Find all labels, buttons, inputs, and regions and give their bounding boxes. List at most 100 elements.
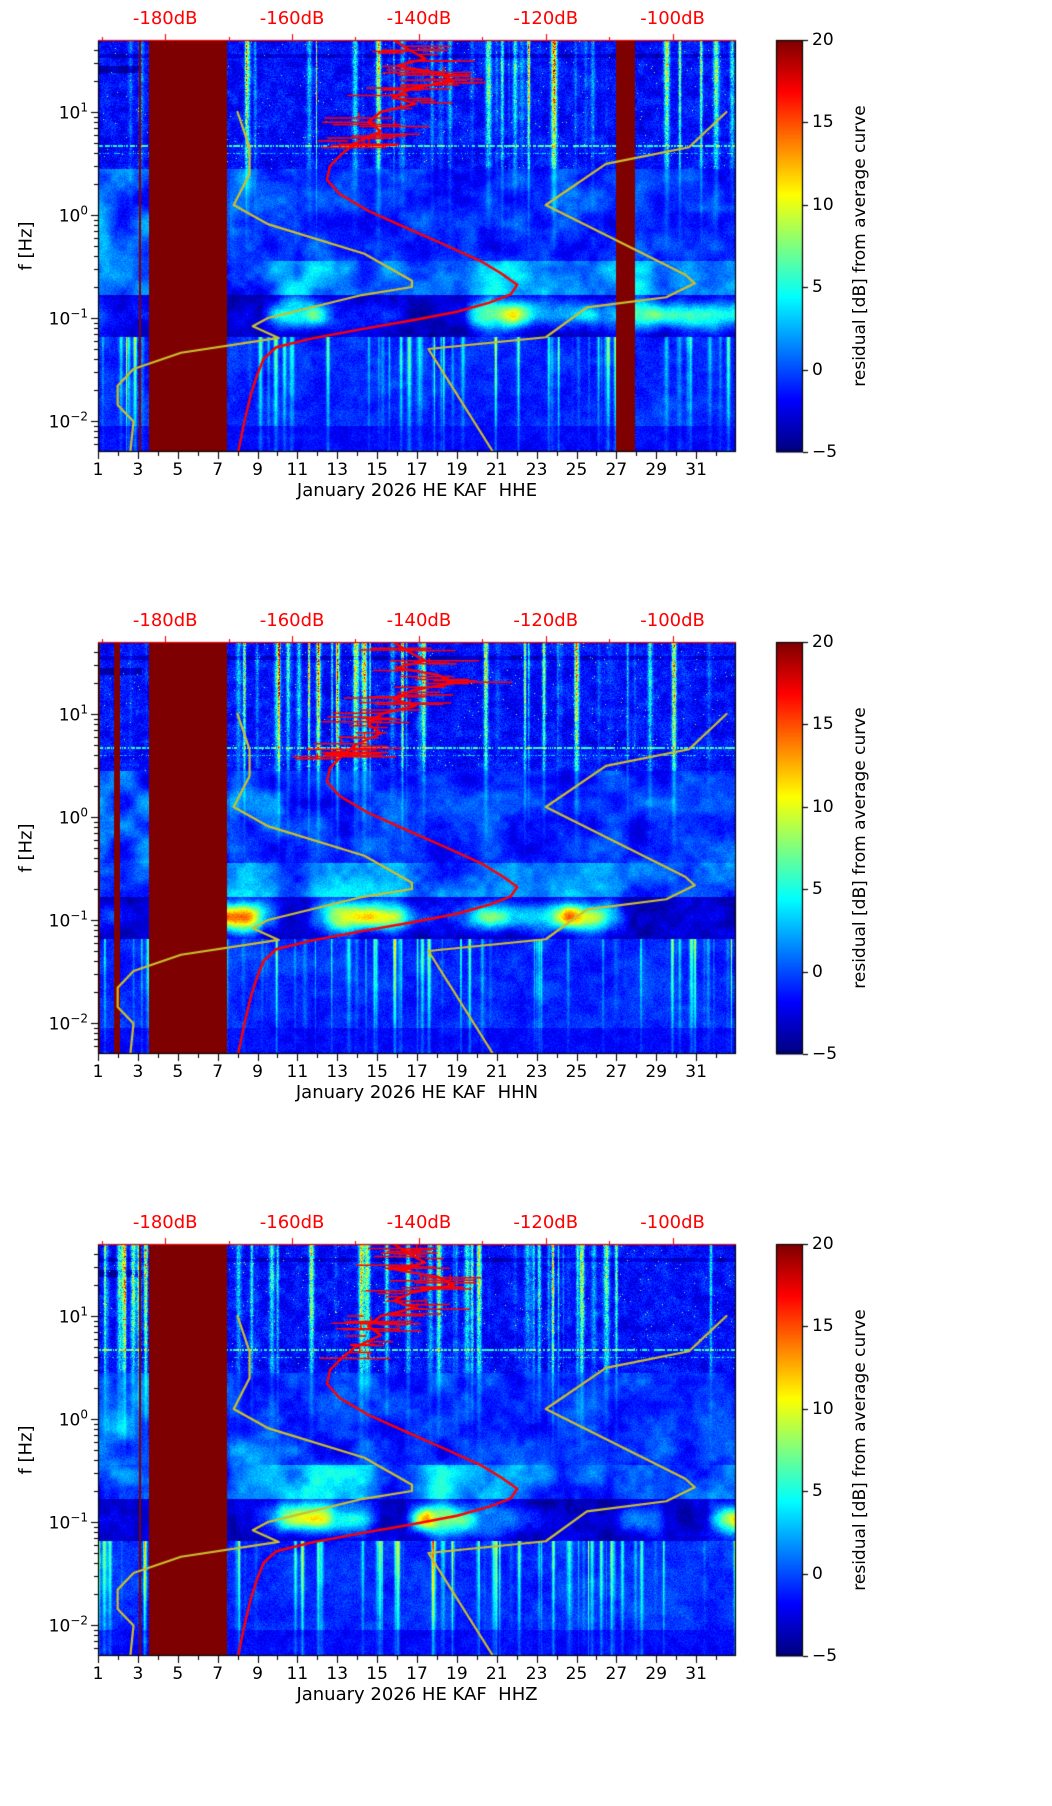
x-axis-tick-label: 1 <box>92 460 104 480</box>
spectrogram-canvas-hhn <box>0 602 1052 1204</box>
top-axis-tick-label: -100dB <box>640 610 705 631</box>
y-axis-tick-label: 100 <box>58 203 88 227</box>
y-axis-tick-label: 10−2 <box>48 409 88 433</box>
panel-hhz: f [Hz] January 2026 HE KAF HHZ residual … <box>0 1204 1052 1806</box>
x-axis-tick-label: 13 <box>326 1664 349 1684</box>
x-axis-tick-label: 11 <box>286 1062 309 1082</box>
colorbar-label: residual [dB] from average curve <box>850 707 870 989</box>
x-axis-tick-label: 19 <box>446 1664 468 1684</box>
x-axis-tick-label: 31 <box>685 1664 707 1684</box>
colorbar-tick-label: 0 <box>812 359 823 380</box>
x-axis-tick-label: 31 <box>685 1062 707 1082</box>
x-axis-tick-label: 21 <box>485 1664 508 1684</box>
top-axis-tick-label: -160dB <box>259 610 325 631</box>
y-axis-tick-label: 10−2 <box>48 1011 88 1035</box>
x-axis-tick-label: 19 <box>446 1062 468 1082</box>
top-axis-tick-label: -180dB <box>132 610 198 631</box>
x-axis-tick-label: 13 <box>326 1062 349 1082</box>
top-axis-tick-label: -120dB <box>513 610 579 631</box>
panel-hhn: f [Hz] January 2026 HE KAF HHN residual … <box>0 602 1052 1204</box>
y-axis-tick-label: 10−1 <box>48 908 88 932</box>
x-axis-tick-label: 31 <box>685 460 707 480</box>
x-axis-tick-label: 23 <box>525 1062 548 1082</box>
y-axis-tick-label: 100 <box>58 805 88 829</box>
y-axis-label: f [Hz] <box>15 221 37 271</box>
y-axis-tick-label: 101 <box>58 1304 88 1328</box>
y-axis-tick-label: 100 <box>58 1407 88 1431</box>
y-axis-tick-label: 10−1 <box>48 1510 88 1534</box>
colorbar-tick-label: 15 <box>812 1316 834 1337</box>
spectrogram-canvas-hhe <box>0 0 1052 602</box>
top-axis-tick-label: -160dB <box>259 8 325 29</box>
colorbar-tick-label: 10 <box>812 796 834 817</box>
top-axis-tick-label: -100dB <box>640 8 705 29</box>
x-axis-tick-label: 15 <box>366 1664 388 1684</box>
x-axis-tick-label: 5 <box>172 1664 184 1684</box>
colorbar-tick-label: 10 <box>812 194 834 215</box>
y-axis-label: f [Hz] <box>15 1425 37 1475</box>
x-axis-tick-label: 17 <box>406 1062 428 1082</box>
x-axis-tick-label: 17 <box>406 1664 428 1684</box>
x-axis-title: January 2026 HE KAF HHN <box>295 1082 539 1103</box>
x-axis-tick-label: 21 <box>485 460 508 480</box>
top-axis-tick-label: -180dB <box>132 8 198 29</box>
x-axis-tick-label: 25 <box>565 460 588 480</box>
x-axis-tick-label: 25 <box>565 1062 588 1082</box>
y-axis-tick-label: 10−1 <box>48 306 88 330</box>
x-axis-tick-label: 9 <box>252 1062 263 1082</box>
top-axis-tick-label: -160dB <box>259 1212 325 1233</box>
x-axis-tick-label: 19 <box>446 460 468 480</box>
panel-hhe: f [Hz] January 2026 HE KAF HHE residual … <box>0 0 1052 602</box>
x-axis-tick-label: 7 <box>212 1664 224 1684</box>
x-axis-tick-label: 17 <box>406 460 428 480</box>
y-axis-tick-label: 10−2 <box>48 1613 88 1637</box>
y-axis-label: f [Hz] <box>15 823 37 873</box>
colorbar-tick-label: 5 <box>812 1481 823 1502</box>
colorbar-label: residual [dB] from average curve <box>850 1309 870 1591</box>
x-axis-tick-label: 15 <box>366 460 388 480</box>
x-axis-tick-label: 1 <box>92 1664 104 1684</box>
x-axis-tick-label: 3 <box>132 1664 144 1684</box>
x-axis-tick-label: 11 <box>286 1664 309 1684</box>
colorbar-tick-label: −5 <box>812 1044 838 1064</box>
top-axis-tick-label: -140dB <box>386 8 452 29</box>
x-axis-tick-label: 21 <box>485 1062 508 1082</box>
colorbar-tick-label: 20 <box>812 30 834 50</box>
x-axis-tick-label: 3 <box>132 1062 144 1082</box>
x-axis-tick-label: 5 <box>172 460 184 480</box>
y-axis-tick-label: 101 <box>58 100 88 124</box>
x-axis-tick-label: 29 <box>645 460 668 480</box>
x-axis-tick-label: 27 <box>605 1062 628 1082</box>
top-axis-tick-label: -140dB <box>386 610 452 631</box>
colorbar-tick-label: 20 <box>812 632 834 652</box>
x-axis-tick-label: 25 <box>565 1664 588 1684</box>
x-axis-tick-label: 27 <box>605 1664 628 1684</box>
colorbar-label: residual [dB] from average curve <box>850 105 870 387</box>
spectrogram-canvas-hhz <box>0 1204 1052 1806</box>
x-axis-title: January 2026 HE KAF HHE <box>296 480 538 501</box>
x-axis-tick-label: 9 <box>252 460 263 480</box>
colorbar-tick-label: −5 <box>812 442 838 462</box>
colorbar-tick-label: 10 <box>812 1398 834 1419</box>
x-axis-tick-label: 7 <box>212 460 224 480</box>
colorbar-tick-label: 0 <box>812 1563 823 1584</box>
top-axis-tick-label: -120dB <box>513 1212 579 1233</box>
x-axis-tick-label: 11 <box>286 460 309 480</box>
top-axis-tick-label: -140dB <box>386 1212 452 1233</box>
x-axis-tick-label: 15 <box>366 1062 388 1082</box>
x-axis-tick-label: 23 <box>525 1664 548 1684</box>
x-axis-tick-label: 27 <box>605 460 628 480</box>
x-axis-tick-label: 29 <box>645 1062 668 1082</box>
colorbar-tick-label: 15 <box>812 112 834 133</box>
x-axis-tick-label: 29 <box>645 1664 668 1684</box>
x-axis-tick-label: 5 <box>172 1062 184 1082</box>
colorbar-tick-label: 5 <box>812 879 823 900</box>
x-axis-tick-label: 1 <box>92 1062 104 1082</box>
top-axis-tick-label: -180dB <box>132 1212 198 1233</box>
colorbar-tick-label: −5 <box>812 1646 838 1666</box>
x-axis-tick-label: 3 <box>132 460 144 480</box>
x-axis-tick-label: 9 <box>252 1664 263 1684</box>
x-axis-tick-label: 13 <box>326 460 349 480</box>
colorbar-tick-label: 0 <box>812 961 823 982</box>
